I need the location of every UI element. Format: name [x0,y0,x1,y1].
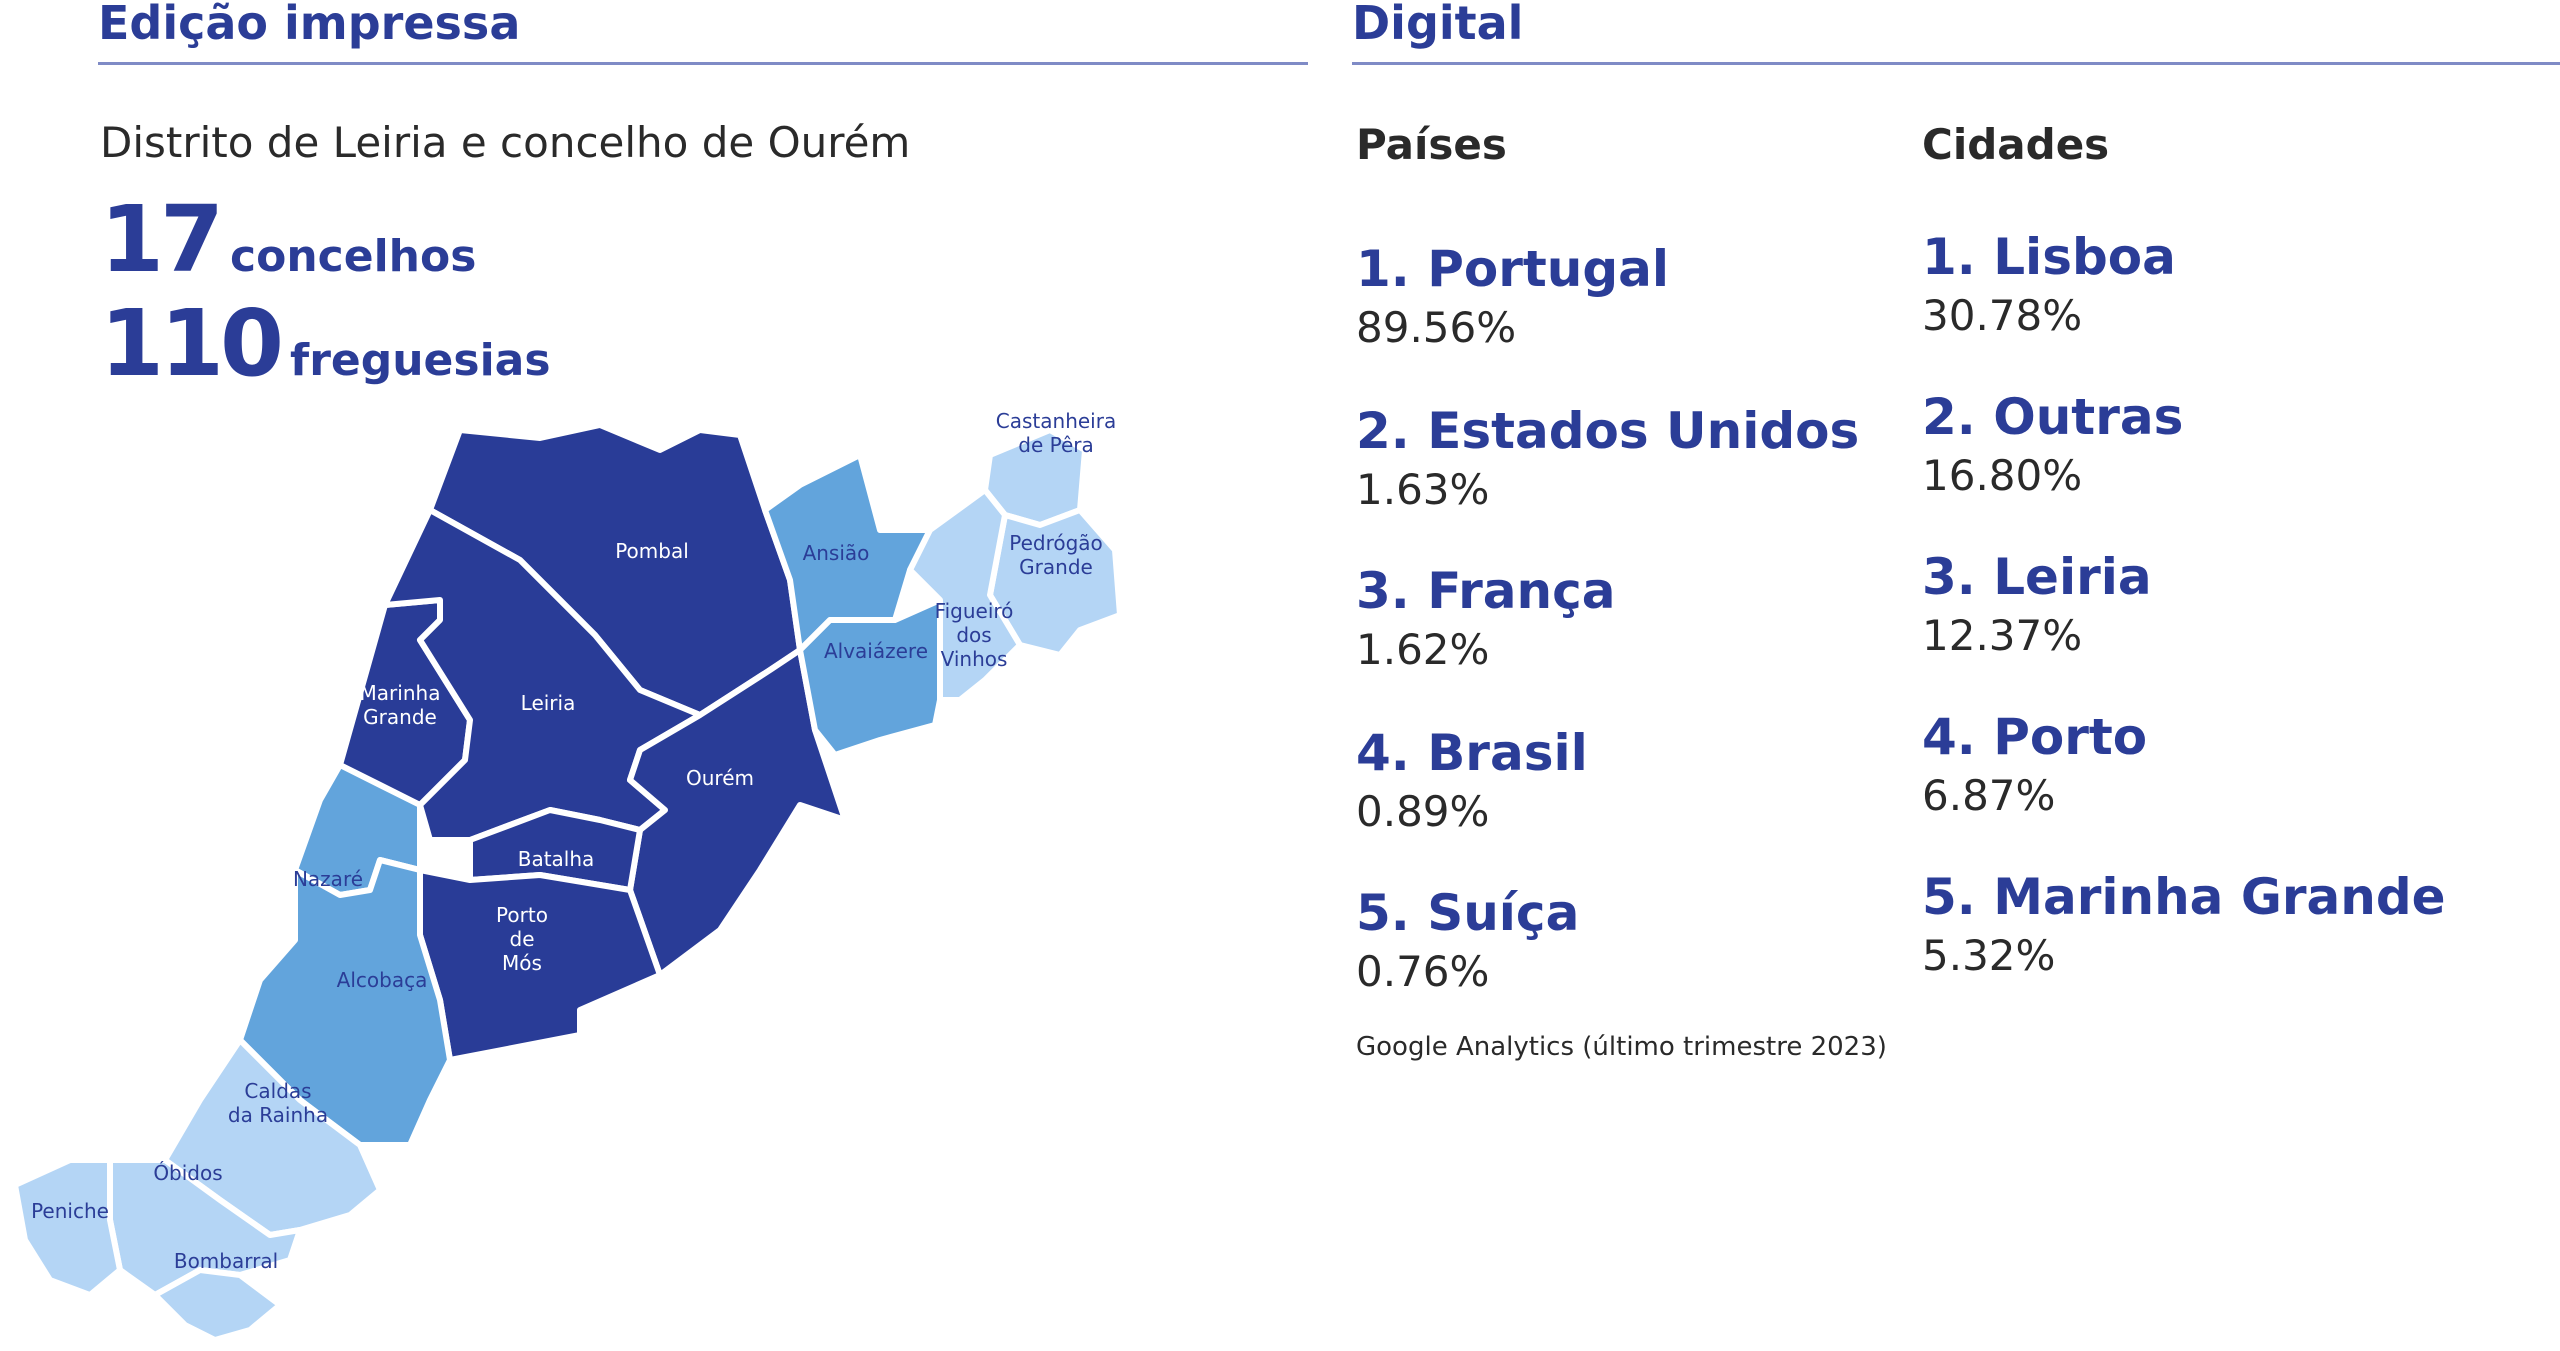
city-name: 3. Leiria [1922,548,2152,606]
map-label-ansiao: Ansião [803,541,870,565]
city-name: 1. Lisboa [1922,228,2176,286]
region-alcobaca [237,857,453,1148]
country-rank-item: 3. França 1.62% [1356,560,1616,678]
country-name: 5. Suíça [1356,884,1580,942]
city-name: 2. Outras [1922,388,2184,446]
stat-freguesias-unit: freguesias [290,335,551,386]
analytics-source-note: Google Analytics (último trimestre 2023) [1356,1032,1887,1062]
country-value: 1.63% [1356,465,1490,514]
stat-concelhos: 17 concelhos [100,186,476,293]
city-rank-item: 1. Lisboa 30.78% [1922,226,2176,344]
country-rank-item: 2. Estados Unidos 1.63% [1356,400,1859,518]
country-rank-item: 1. Portugal 89.56% [1356,238,1669,356]
country-value: 0.76% [1356,947,1490,996]
country-rank-item: 5. Suíça 0.76% [1356,882,1579,1000]
print-section-title: Edição impressa [98,0,521,50]
print-subtitle: Distrito de Leiria e concelho de Ourém [100,118,911,167]
map-label-porto-de-mos: Porto de Mós [496,903,548,975]
map-label-peniche: Peniche [31,1199,109,1223]
city-rank-item: 4. Porto 6.87% [1922,706,2147,824]
map-label-castanheira-de-pera: Castanheira de Pêra [996,409,1116,457]
map-label-pedrogao-grande: Pedrógão Grande [1009,531,1103,579]
map-label-obidos: Óbidos [153,1161,222,1185]
country-name: 3. França [1356,562,1616,620]
country-name: 4. Brasil [1356,724,1588,782]
stat-freguesias: 110 freguesias [100,290,551,397]
city-name: 5. Marinha Grande [1922,868,2446,926]
city-value: 16.80% [1922,451,2083,500]
map-label-figueiro-dos-vinhos: Figueiró dos Vinhos [935,599,1014,671]
map-label-leiria: Leiria [521,691,576,715]
city-rank-item: 5. Marinha Grande 5.32% [1922,866,2446,984]
country-name: 2. Estados Unidos [1356,402,1860,460]
map-label-marinha-grande: Marinha Grande [360,681,441,729]
leiria-district-map: Pombal Leiria Marinha Grande Ourém Batalha Por… [12,409,1123,1343]
map-label-nazare: Nazaré [293,867,363,891]
city-rank-item: 3. Leiria 12.37% [1922,546,2152,664]
city-value: 12.37% [1922,611,2083,660]
region-peniche [12,1157,123,1298]
country-value: 0.89% [1356,787,1490,836]
map-label-batalha: Batalha [518,847,595,871]
map-label-bombarral: Bombarral [174,1249,278,1273]
map-label-caldas-da-rainha: Caldas da Rainha [228,1079,328,1127]
countries-heading: Países [1356,120,1507,169]
country-value: 89.56% [1356,303,1517,352]
map-label-alvaiazere: Alvaiázere [824,639,928,663]
city-rank-item: 2. Outras 16.80% [1922,386,2183,504]
cities-heading: Cidades [1922,120,2110,169]
country-value: 1.62% [1356,625,1490,674]
stat-freguesias-number: 110 [100,290,284,397]
country-name: 1. Portugal [1356,240,1670,298]
region-alvaiazere [797,597,943,758]
city-value: 6.87% [1922,771,2056,820]
country-rank-item: 4. Brasil 0.89% [1356,722,1588,840]
map-label-alcobaca: Alcobaça [337,968,428,992]
stat-concelhos-number: 17 [100,186,224,293]
stat-concelhos-unit: concelhos [230,231,477,282]
region-figueiro-dos-vinhos [907,487,1023,703]
map-label-ourem: Ourém [686,766,754,790]
digital-title-divider [1352,62,2560,65]
city-value: 5.32% [1922,931,2056,980]
digital-section-title: Digital [1352,0,1524,50]
city-name: 4. Porto [1922,708,2148,766]
map-label-pombal: Pombal [615,539,689,563]
city-value: 30.78% [1922,291,2083,340]
print-title-divider [98,62,1308,65]
region-bombarral [152,1267,283,1343]
